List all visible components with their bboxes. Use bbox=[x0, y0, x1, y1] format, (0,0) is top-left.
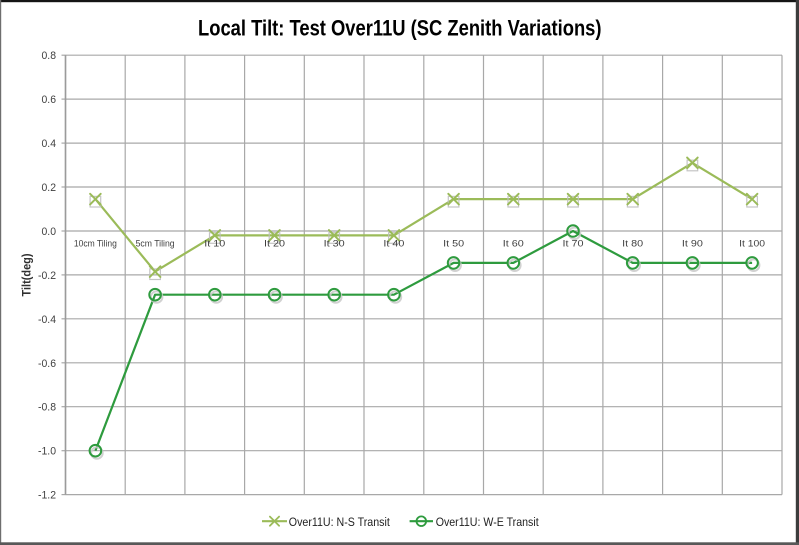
svg-text:0.6: 0.6 bbox=[42, 94, 57, 106]
svg-text:10cm Tiling: 10cm Tiling bbox=[74, 239, 117, 250]
svg-text:It 90: It 90 bbox=[682, 239, 703, 250]
svg-text:-0.2: -0.2 bbox=[38, 270, 56, 282]
svg-text:-0.4: -0.4 bbox=[38, 314, 56, 326]
svg-text:Local Tilt: Test Over11U (SC Z: Local Tilt: Test Over11U (SC Zenith Vari… bbox=[198, 16, 602, 41]
svg-text:Over11U: W-E Transit: Over11U: W-E Transit bbox=[436, 515, 539, 529]
svg-text:It 20: It 20 bbox=[264, 239, 285, 250]
svg-text:-1.0: -1.0 bbox=[38, 446, 56, 458]
svg-text:Tilt(deg): Tilt(deg) bbox=[20, 253, 34, 296]
svg-text:It 100: It 100 bbox=[739, 239, 765, 250]
svg-text:-0.8: -0.8 bbox=[38, 402, 56, 414]
svg-text:-0.6: -0.6 bbox=[38, 358, 56, 370]
svg-text:Over11U: N-S Transit: Over11U: N-S Transit bbox=[289, 515, 390, 529]
svg-text:0.0: 0.0 bbox=[42, 226, 57, 238]
svg-text:It 80: It 80 bbox=[622, 239, 643, 250]
svg-text:It 10: It 10 bbox=[204, 239, 225, 250]
svg-text:0.2: 0.2 bbox=[42, 182, 57, 194]
svg-text:It 60: It 60 bbox=[503, 239, 524, 250]
svg-text:It 70: It 70 bbox=[563, 239, 584, 250]
svg-text:It 40: It 40 bbox=[383, 239, 404, 250]
svg-text:It 30: It 30 bbox=[324, 239, 345, 250]
svg-text:-1.2: -1.2 bbox=[38, 490, 56, 502]
svg-text:0.4: 0.4 bbox=[42, 138, 57, 150]
svg-text:5cm Tiling: 5cm Tiling bbox=[136, 239, 175, 250]
svg-text:It 50: It 50 bbox=[443, 239, 464, 250]
svg-text:0.8: 0.8 bbox=[42, 50, 57, 62]
